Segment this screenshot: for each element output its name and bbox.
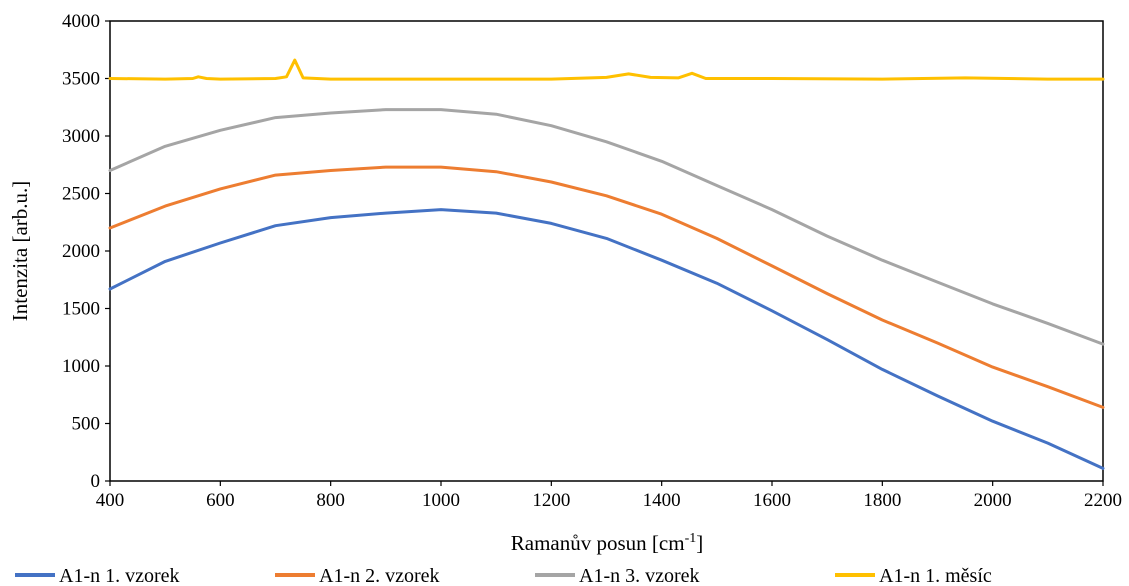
- x-tick-label: 2000: [974, 490, 1012, 511]
- y-tick-label: 2000: [62, 241, 100, 262]
- legend-item-3: A1-n 3. vzorek: [535, 565, 700, 586]
- legend-item-2: A1-n 2. vzorek: [275, 565, 440, 586]
- x-axis-title-end: ]: [696, 531, 703, 555]
- legend-item-1: A1-n 1. vzorek: [15, 565, 180, 586]
- y-axis-title: Intenzita [arb.u.]: [8, 181, 32, 322]
- y-tick-label: 3500: [62, 69, 100, 90]
- x-tick-label: 2200: [1084, 490, 1122, 511]
- legend-label: A1-n 1. vzorek: [59, 565, 180, 586]
- x-tick-label: 400: [96, 490, 125, 511]
- x-tick-label: 800: [316, 490, 345, 511]
- series-lines: [108, 58, 1105, 470]
- y-tick-label: 500: [72, 414, 101, 435]
- x-tick-label: 600: [206, 490, 235, 511]
- y-tick-label: 0: [91, 471, 101, 492]
- x-axis-title-main: Ramanův posun [cm: [511, 531, 685, 555]
- x-axis-title: Ramanův posun [cm-1]: [511, 531, 703, 555]
- x-axis-ticks: 400 600 800 1000 1200 1400 1600 1800 2000 2200: [96, 481, 1122, 511]
- x-tick-label: 1000: [422, 490, 460, 511]
- y-tick-label: 1000: [62, 356, 100, 377]
- series-line-4: [108, 58, 1105, 81]
- y-axis-ticks: 0 500 1000 1500 2000 2500 3000 3500 4000: [62, 11, 110, 492]
- x-tick-label: 1800: [863, 490, 901, 511]
- plot-area-border: [109, 20, 1104, 482]
- series-line-3: [108, 108, 1105, 346]
- y-tick-label: 2500: [62, 184, 100, 205]
- y-tick-label: 1500: [62, 299, 100, 320]
- x-tick-label: 1400: [643, 490, 681, 511]
- legend: A1-n 1. vzorek A1-n 2. vzorek A1-n 3. vzor…: [15, 565, 992, 586]
- y-tick-label: 3000: [62, 126, 100, 147]
- y-tick-label: 4000: [62, 11, 100, 32]
- plot-frame: [109, 20, 1104, 482]
- x-axis-title-superscript: -1: [685, 531, 697, 546]
- legend-label: A1-n 2. vzorek: [319, 565, 440, 586]
- legend-label: A1-n 1. měsíc: [879, 565, 992, 586]
- x-tick-label: 1600: [753, 490, 791, 511]
- legend-label: A1-n 3. vzorek: [579, 565, 700, 586]
- legend-item-4: A1-n 1. měsíc: [835, 565, 992, 586]
- series-line-2: [108, 165, 1105, 409]
- series-line-1: [108, 208, 1105, 470]
- x-tick-label: 1200: [532, 490, 570, 511]
